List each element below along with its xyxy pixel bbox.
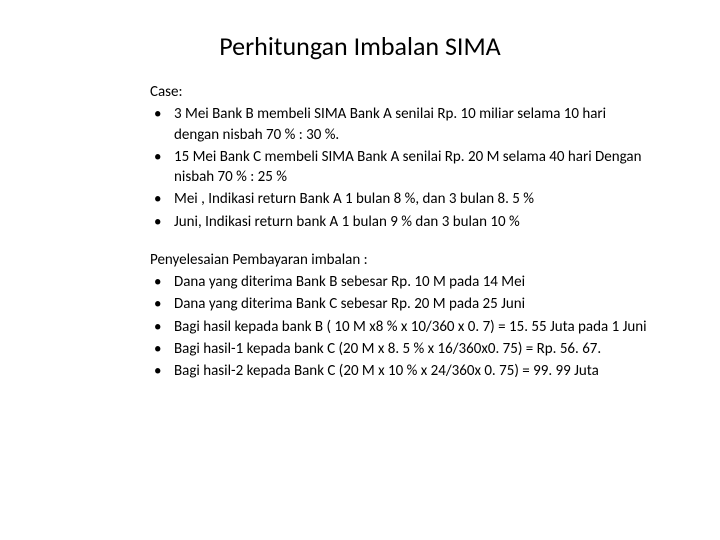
list-item: 15 Mei Bank C membeli SIMA Bank A senila… (150, 147, 650, 188)
list-item: Bagi hasil-2 kepada Bank C (20 M x 10 % … (150, 361, 650, 381)
list-item: Dana yang diterima Bank C sebesar Rp. 20… (150, 294, 650, 314)
list-item: 3 Mei Bank B membeli SIMA Bank A senilai… (150, 104, 650, 145)
list-item: Bagi hasil kepada bank B ( 10 M x8 % x 1… (150, 317, 650, 337)
list-item: Dana yang diterima Bank B sebesar Rp. 10… (150, 272, 650, 292)
list-item: Bagi hasil-1 kepada bank C (20 M x 8. 5 … (150, 339, 650, 359)
slide-title: Perhitungan Imbalan SIMA (50, 30, 670, 62)
section-label-penyelesaian: Penyelesaian Pembayaran imbalan : (150, 250, 650, 270)
slide-container: Perhitungan Imbalan SIMA Case: 3 Mei Ban… (0, 0, 720, 540)
list-item: Juni, Indikasi return bank A 1 bulan 9 %… (150, 212, 650, 232)
bullet-list-case: 3 Mei Bank B membeli SIMA Bank A senilai… (150, 104, 650, 232)
section-label-case: Case: (150, 82, 650, 102)
bullet-list-penyelesaian: Dana yang diterima Bank B sebesar Rp. 10… (150, 272, 650, 381)
slide-body: Case: 3 Mei Bank B membeli SIMA Bank A s… (50, 82, 670, 381)
list-item: Mei , Indikasi return Bank A 1 bulan 8 %… (150, 189, 650, 209)
